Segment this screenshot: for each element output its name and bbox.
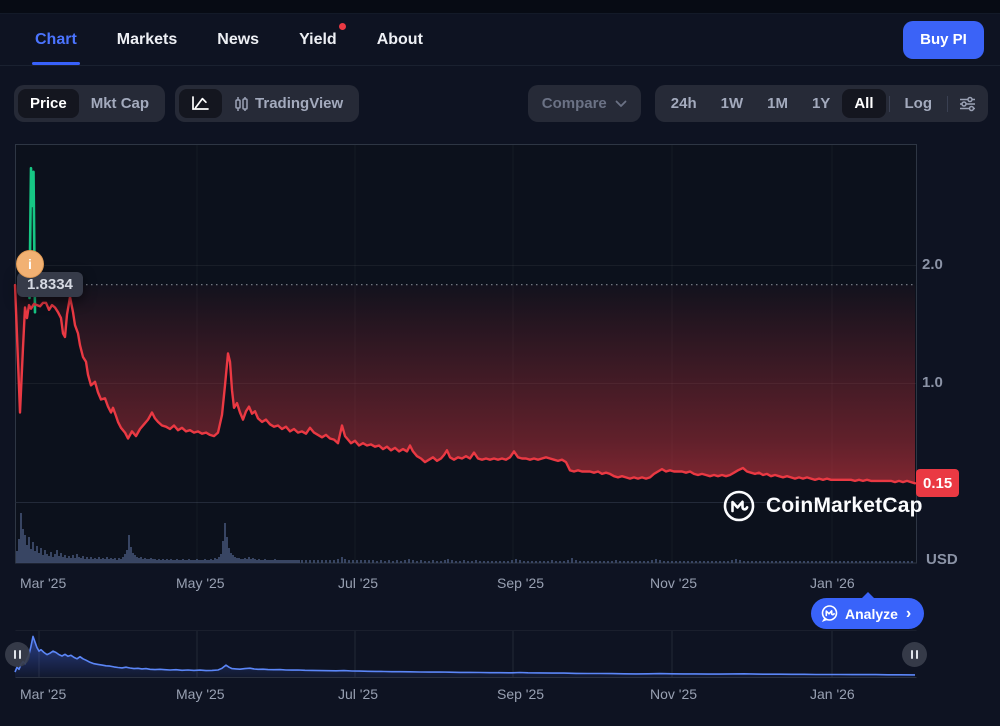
compare-label: Compare [541, 95, 607, 112]
range-24h-button[interactable]: 24h [670, 95, 697, 112]
info-marker[interactable]: i [16, 250, 44, 278]
top-strip [0, 0, 1000, 14]
range-1m-button[interactable]: 1M [767, 95, 788, 112]
coinmarketcap-watermark: CoinMarketCap [722, 489, 923, 523]
cmc-chat-bubble-icon [821, 605, 838, 622]
tab-about-label: About [376, 30, 423, 48]
mktcap-toggle-option[interactable]: Mkt Cap [90, 95, 150, 112]
range-1y-button[interactable]: 1Y [811, 95, 831, 112]
log-scale-button[interactable]: Log [904, 95, 933, 112]
analyze-label: Analyze [845, 605, 898, 622]
tab-chart[interactable]: Chart [32, 14, 80, 65]
divider [947, 95, 948, 112]
tab-news-label: News [217, 30, 260, 48]
navigator-right-drag-handle[interactable] [902, 642, 927, 667]
analyze-button[interactable]: Analyze › [811, 592, 925, 629]
candlestick-icon [235, 96, 248, 111]
tab-about[interactable]: About [377, 14, 423, 65]
navigator-x-label: Sep '25 [497, 686, 545, 702]
y-axis-tick-2: 2.0 [922, 256, 943, 273]
chart-settings-button[interactable] [951, 89, 984, 118]
line-chart-option[interactable] [179, 89, 223, 118]
chevron-right-icon: › [905, 604, 912, 622]
chevron-down-icon [615, 100, 627, 107]
coinmarketcap-logo-icon [723, 490, 755, 522]
tab-markets[interactable]: Markets [117, 14, 177, 65]
divider [888, 95, 890, 112]
range-1w-button[interactable]: 1W [720, 95, 744, 112]
navigator-x-label: Jul '25 [338, 686, 379, 702]
watermark-text: CoinMarketCap [766, 494, 923, 517]
navigator-x-label: Nov '25 [650, 686, 698, 702]
x-axis-label: Mar '25 [20, 575, 67, 591]
x-axis-label: Jul '25 [338, 575, 379, 591]
chart-series-layer [13, 166, 917, 677]
buy-pi-button[interactable]: Buy PI [903, 20, 984, 59]
navigator-x-label: Mar '25 [20, 686, 67, 702]
navigator-left-drag-handle[interactable] [5, 642, 30, 667]
x-axis-label: May '25 [176, 575, 225, 591]
yield-notification-dot [338, 23, 346, 30]
compare-button[interactable]: Compare [527, 85, 641, 122]
tradingview-option[interactable]: TradingView [222, 89, 355, 118]
price-toggle-option[interactable]: Price [18, 89, 79, 118]
range-selector: 24h 1W 1M 1Y All Log [654, 85, 988, 122]
metric-toggle: Price Mkt Cap [14, 85, 166, 122]
chart-style-toggle: TradingView [175, 85, 360, 122]
current-price-badge: 0.15 [916, 469, 960, 497]
range-all-button[interactable]: All [842, 89, 886, 118]
nav-tabs: Chart Markets News Yield About [32, 14, 423, 65]
tab-yield[interactable]: Yield [299, 14, 346, 65]
chart-toolbar: Price Mkt Cap TradingView Compare 24h 1 [0, 85, 1000, 122]
header-nav: Chart Markets News Yield About Buy PI [0, 14, 1000, 66]
navigator-x-label: May '25 [176, 686, 225, 702]
x-axis-label: Sep '25 [497, 575, 545, 591]
tab-chart-label: Chart [35, 30, 77, 48]
x-axis-label: Jan '26 [810, 575, 855, 591]
tab-markets-label: Markets [116, 30, 178, 48]
tab-news[interactable]: News [217, 14, 259, 65]
y-axis-tick-1: 1.0 [922, 374, 943, 391]
tradingview-label: TradingView [255, 95, 344, 112]
x-axis-label: Nov '25 [650, 575, 698, 591]
currency-unit-label: USD [926, 551, 958, 568]
tab-yield-label: Yield [299, 30, 337, 48]
navigator-x-label: Jan '26 [810, 686, 855, 702]
sliders-icon [960, 96, 975, 111]
line-chart-icon [192, 96, 209, 110]
